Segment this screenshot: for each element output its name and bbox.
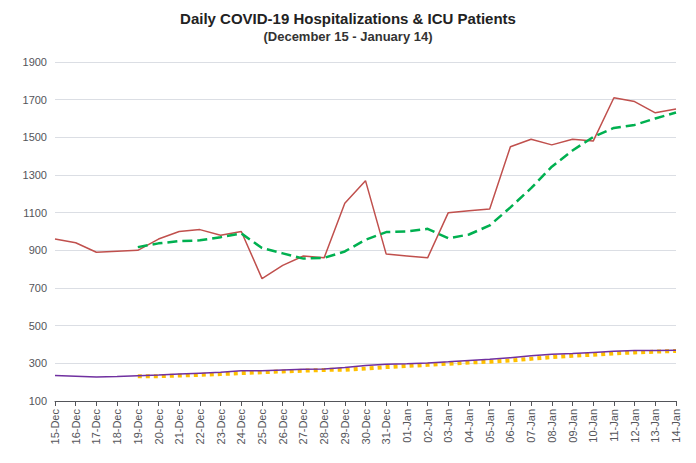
svg-text:Daily COVID-19 Hospitalization: Daily COVID-19 Hospitalizations & ICU Pa… xyxy=(180,10,516,27)
svg-text:16-Dec: 16-Dec xyxy=(70,409,82,445)
svg-text:02-Jan: 02-Jan xyxy=(422,409,434,443)
svg-text:500: 500 xyxy=(29,320,47,332)
svg-text:24-Dec: 24-Dec xyxy=(235,409,247,445)
svg-text:13-Jan: 13-Jan xyxy=(649,409,661,443)
svg-text:04-Jan: 04-Jan xyxy=(463,409,475,443)
svg-text:14-Jan: 14-Jan xyxy=(670,409,682,443)
svg-text:03-Jan: 03-Jan xyxy=(442,409,454,443)
svg-text:1100: 1100 xyxy=(23,207,47,219)
svg-text:28-Dec: 28-Dec xyxy=(318,409,330,445)
svg-text:900: 900 xyxy=(29,244,47,256)
svg-text:17-Dec: 17-Dec xyxy=(90,409,102,445)
svg-text:12-Jan: 12-Jan xyxy=(629,409,641,443)
svg-text:1700: 1700 xyxy=(23,94,47,106)
svg-text:18-Dec: 18-Dec xyxy=(111,409,123,445)
svg-text:05-Jan: 05-Jan xyxy=(484,409,496,443)
svg-text:23-Dec: 23-Dec xyxy=(215,409,227,445)
svg-text:(December 15 - January 14): (December 15 - January 14) xyxy=(263,29,432,44)
svg-text:22-Dec: 22-Dec xyxy=(194,409,206,445)
svg-text:27-Dec: 27-Dec xyxy=(297,409,309,445)
svg-text:19-Dec: 19-Dec xyxy=(132,409,144,445)
svg-text:07-Jan: 07-Jan xyxy=(525,409,537,443)
svg-text:29-Dec: 29-Dec xyxy=(339,409,351,445)
svg-text:1900: 1900 xyxy=(23,56,47,68)
svg-text:31-Dec: 31-Dec xyxy=(380,409,392,445)
svg-text:15-Dec: 15-Dec xyxy=(49,409,61,445)
svg-text:11-Jan: 11-Jan xyxy=(608,409,620,442)
svg-text:09-Jan: 09-Jan xyxy=(567,409,579,443)
svg-text:1300: 1300 xyxy=(23,169,47,181)
svg-text:26-Dec: 26-Dec xyxy=(277,409,289,445)
svg-text:01-Jan: 01-Jan xyxy=(401,409,413,443)
svg-text:10-Jan: 10-Jan xyxy=(587,409,599,443)
svg-text:06-Jan: 06-Jan xyxy=(504,409,516,443)
svg-text:21-Dec: 21-Dec xyxy=(173,409,185,445)
svg-text:08-Jan: 08-Jan xyxy=(546,409,558,443)
svg-text:300: 300 xyxy=(29,357,47,369)
svg-text:25-Dec: 25-Dec xyxy=(256,409,268,445)
svg-text:700: 700 xyxy=(29,282,47,294)
svg-text:20-Dec: 20-Dec xyxy=(153,409,165,445)
svg-text:30-Dec: 30-Dec xyxy=(360,409,372,445)
svg-text:1500: 1500 xyxy=(23,131,47,143)
svg-text:100: 100 xyxy=(29,395,47,407)
